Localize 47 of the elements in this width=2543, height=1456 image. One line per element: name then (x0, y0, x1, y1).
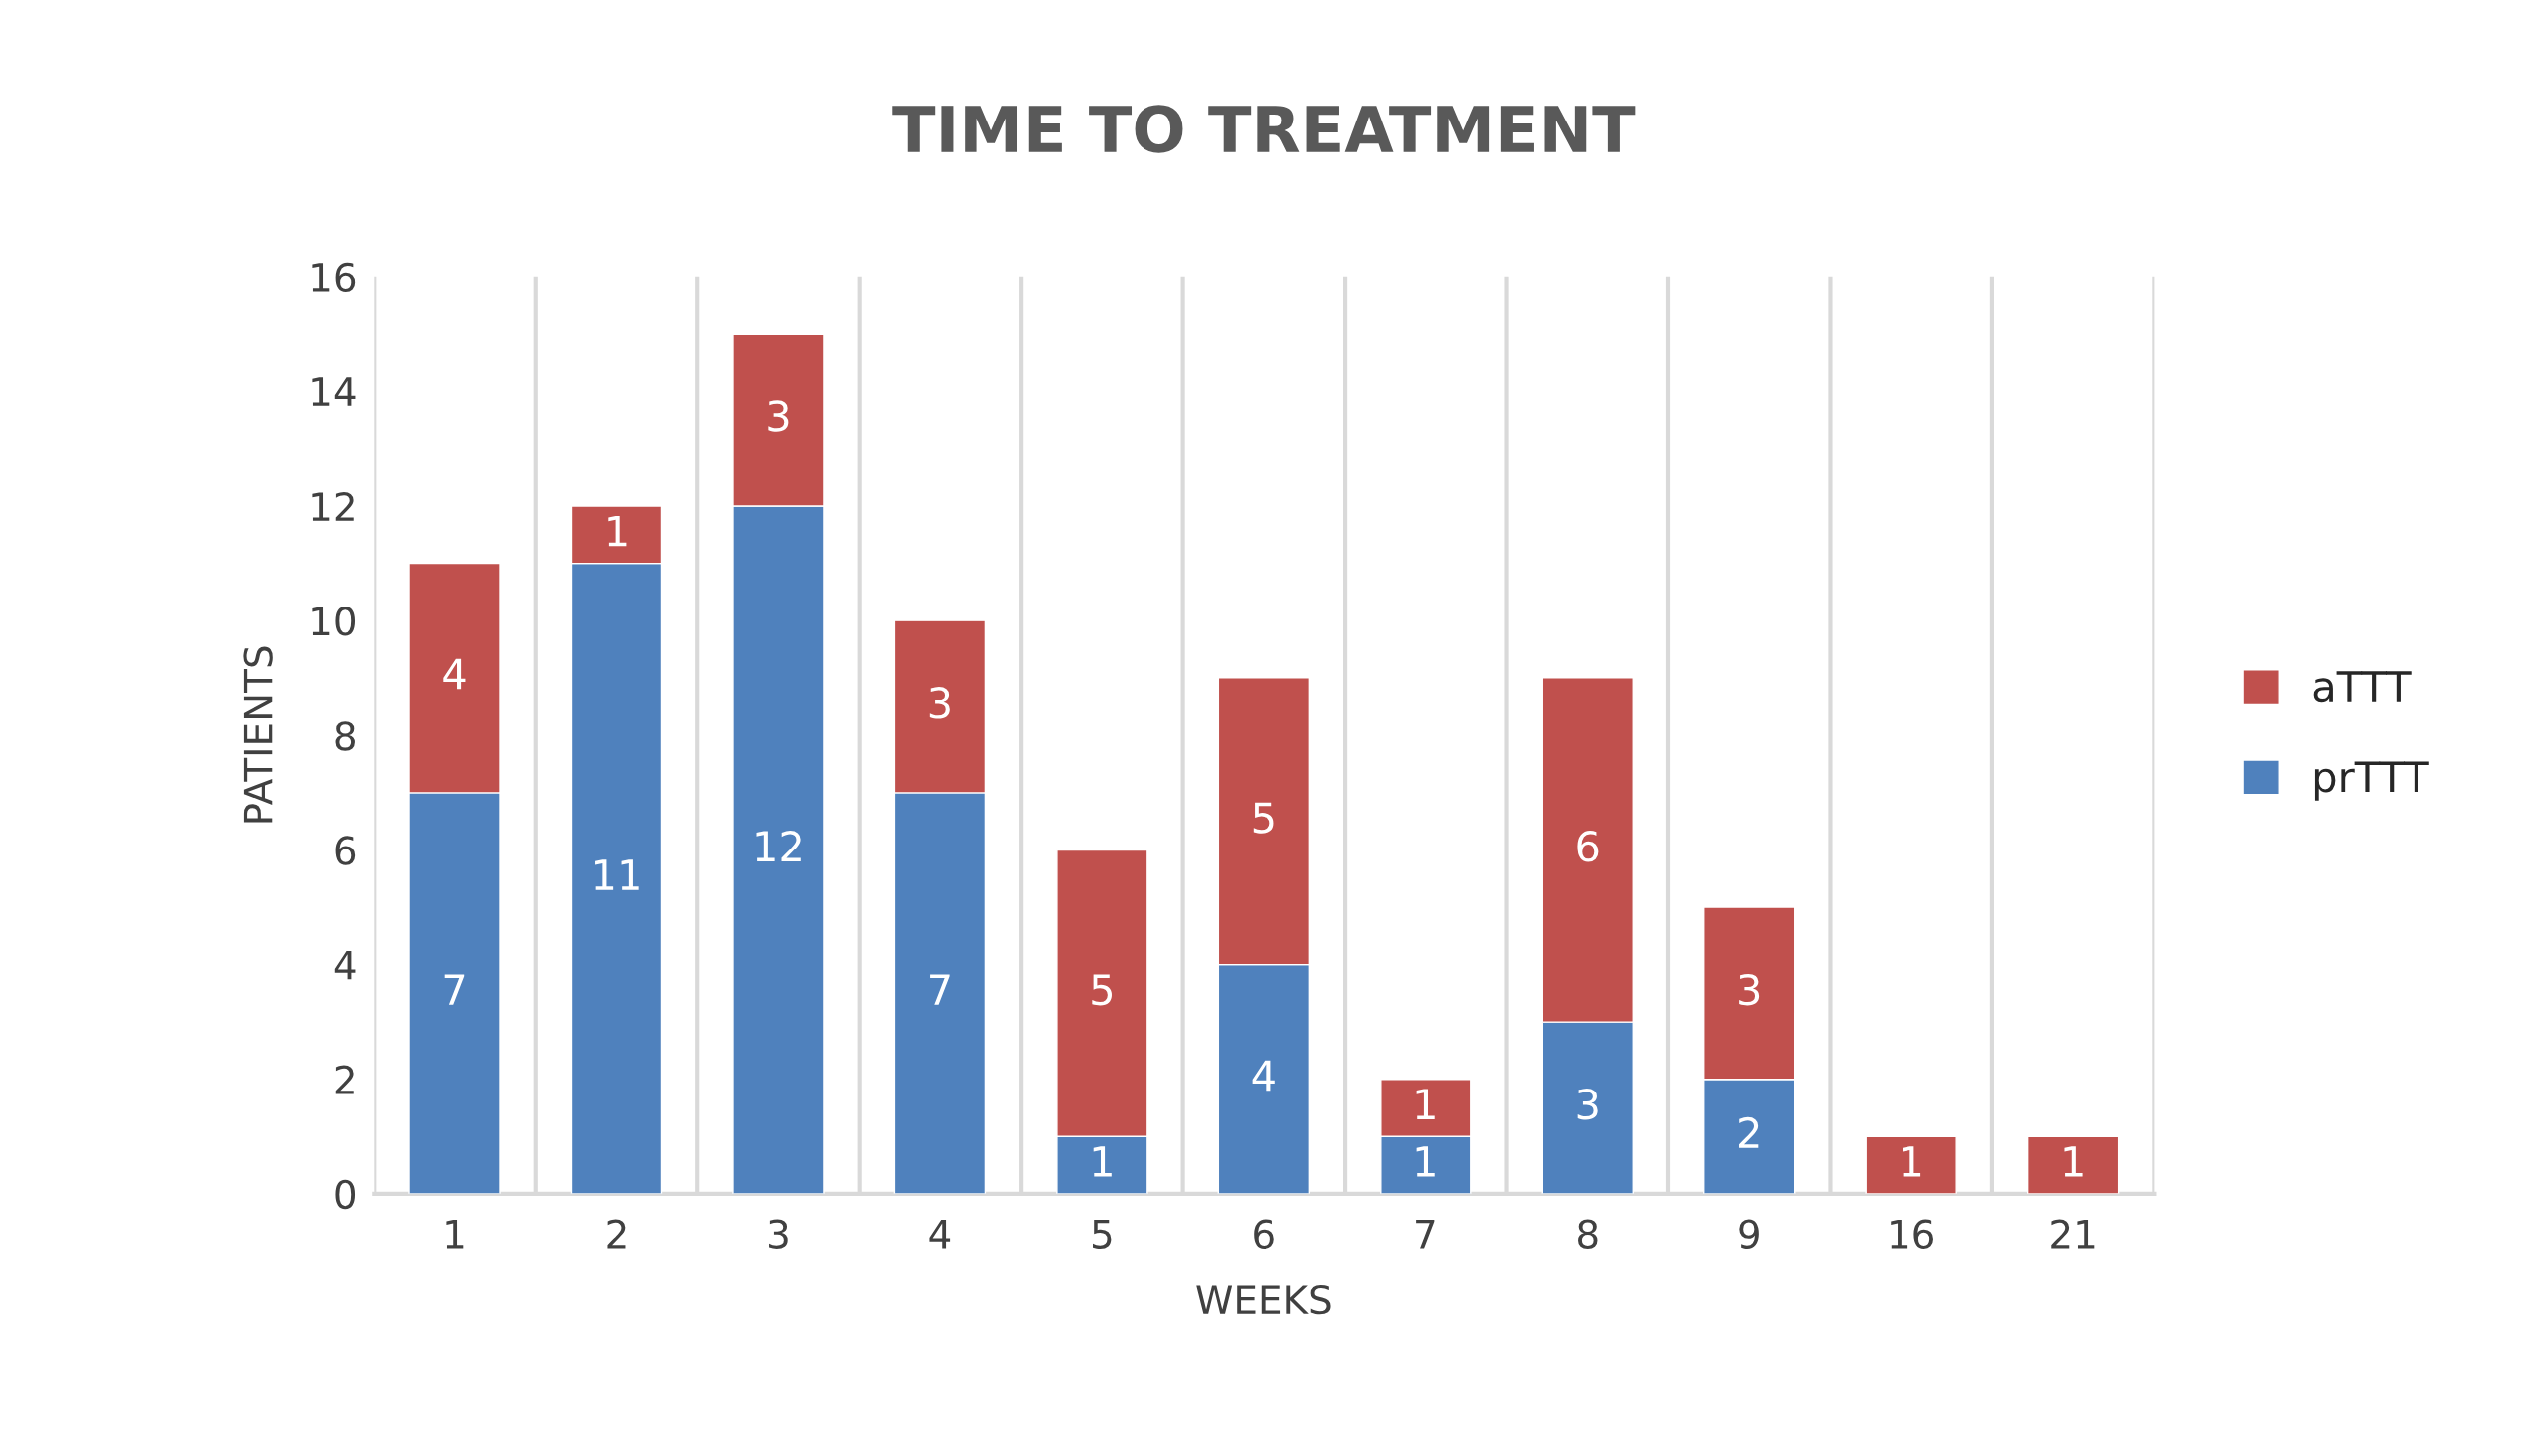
y-tick-label: 0 (335, 1179, 356, 1210)
x-tick-label: 3 (769, 1219, 788, 1249)
data-label: 4 (443, 658, 466, 690)
data-label: 11 (595, 859, 639, 890)
data-label: 6 (1577, 831, 1599, 862)
y-axis-title: PATIENTS (243, 646, 273, 823)
y-tick-label: 12 (312, 491, 354, 521)
data-label: 1 (1416, 1089, 1435, 1119)
bar (1865, 1135, 1957, 1194)
data-label: 5 (1253, 802, 1274, 834)
x-tick-label: 6 (1254, 1219, 1274, 1249)
x-axis-title: WEEKS (1196, 1284, 1331, 1315)
data-label: 2 (1739, 1116, 1759, 1148)
y-tick-label: 6 (335, 836, 356, 865)
x-tick-label: 4 (929, 1220, 951, 1249)
data-label: 7 (930, 974, 950, 1005)
data-label: 3 (1739, 973, 1760, 1006)
data-label: 1 (1093, 1146, 1112, 1177)
y-tick-label: 14 (312, 377, 356, 406)
x-tick-label: 7 (1416, 1220, 1435, 1249)
x-tick-label: 8 (1578, 1219, 1598, 1249)
data-label: 3 (929, 687, 950, 719)
data-label: 1 (2064, 1146, 2083, 1177)
y-tick-label: 2 (335, 1065, 354, 1094)
legend-label: aTTT (2313, 671, 2412, 703)
data-label: 12 (756, 831, 801, 861)
data-label: 4 (1252, 1060, 1275, 1092)
x-tick-label: 5 (1093, 1220, 1112, 1249)
chart-title: TIME TO TREATMENT (892, 105, 1636, 153)
data-label: 1 (1416, 1146, 1435, 1177)
legend-label: prTTT (2314, 761, 2429, 801)
y-tick-label: 10 (312, 607, 356, 636)
data-label: 5 (1092, 974, 1112, 1006)
data-label: 3 (768, 400, 789, 432)
y-tick-label: 16 (312, 262, 356, 293)
data-label: 1 (608, 515, 627, 547)
x-tick-label: 2 (607, 1219, 626, 1249)
data-label: 3 (1577, 1089, 1598, 1120)
x-tick-label: 16 (1891, 1219, 1933, 1249)
x-tick-label: 9 (1739, 1219, 1759, 1249)
y-tick-label: 4 (334, 951, 356, 980)
data-label: 1 (1903, 1146, 1921, 1177)
data-label: 7 (444, 974, 465, 1005)
x-tick-label: 21 (2051, 1219, 2095, 1249)
bar (2026, 1135, 2120, 1194)
x-tick-label: 1 (446, 1220, 464, 1249)
y-tick-label: 8 (335, 721, 355, 751)
